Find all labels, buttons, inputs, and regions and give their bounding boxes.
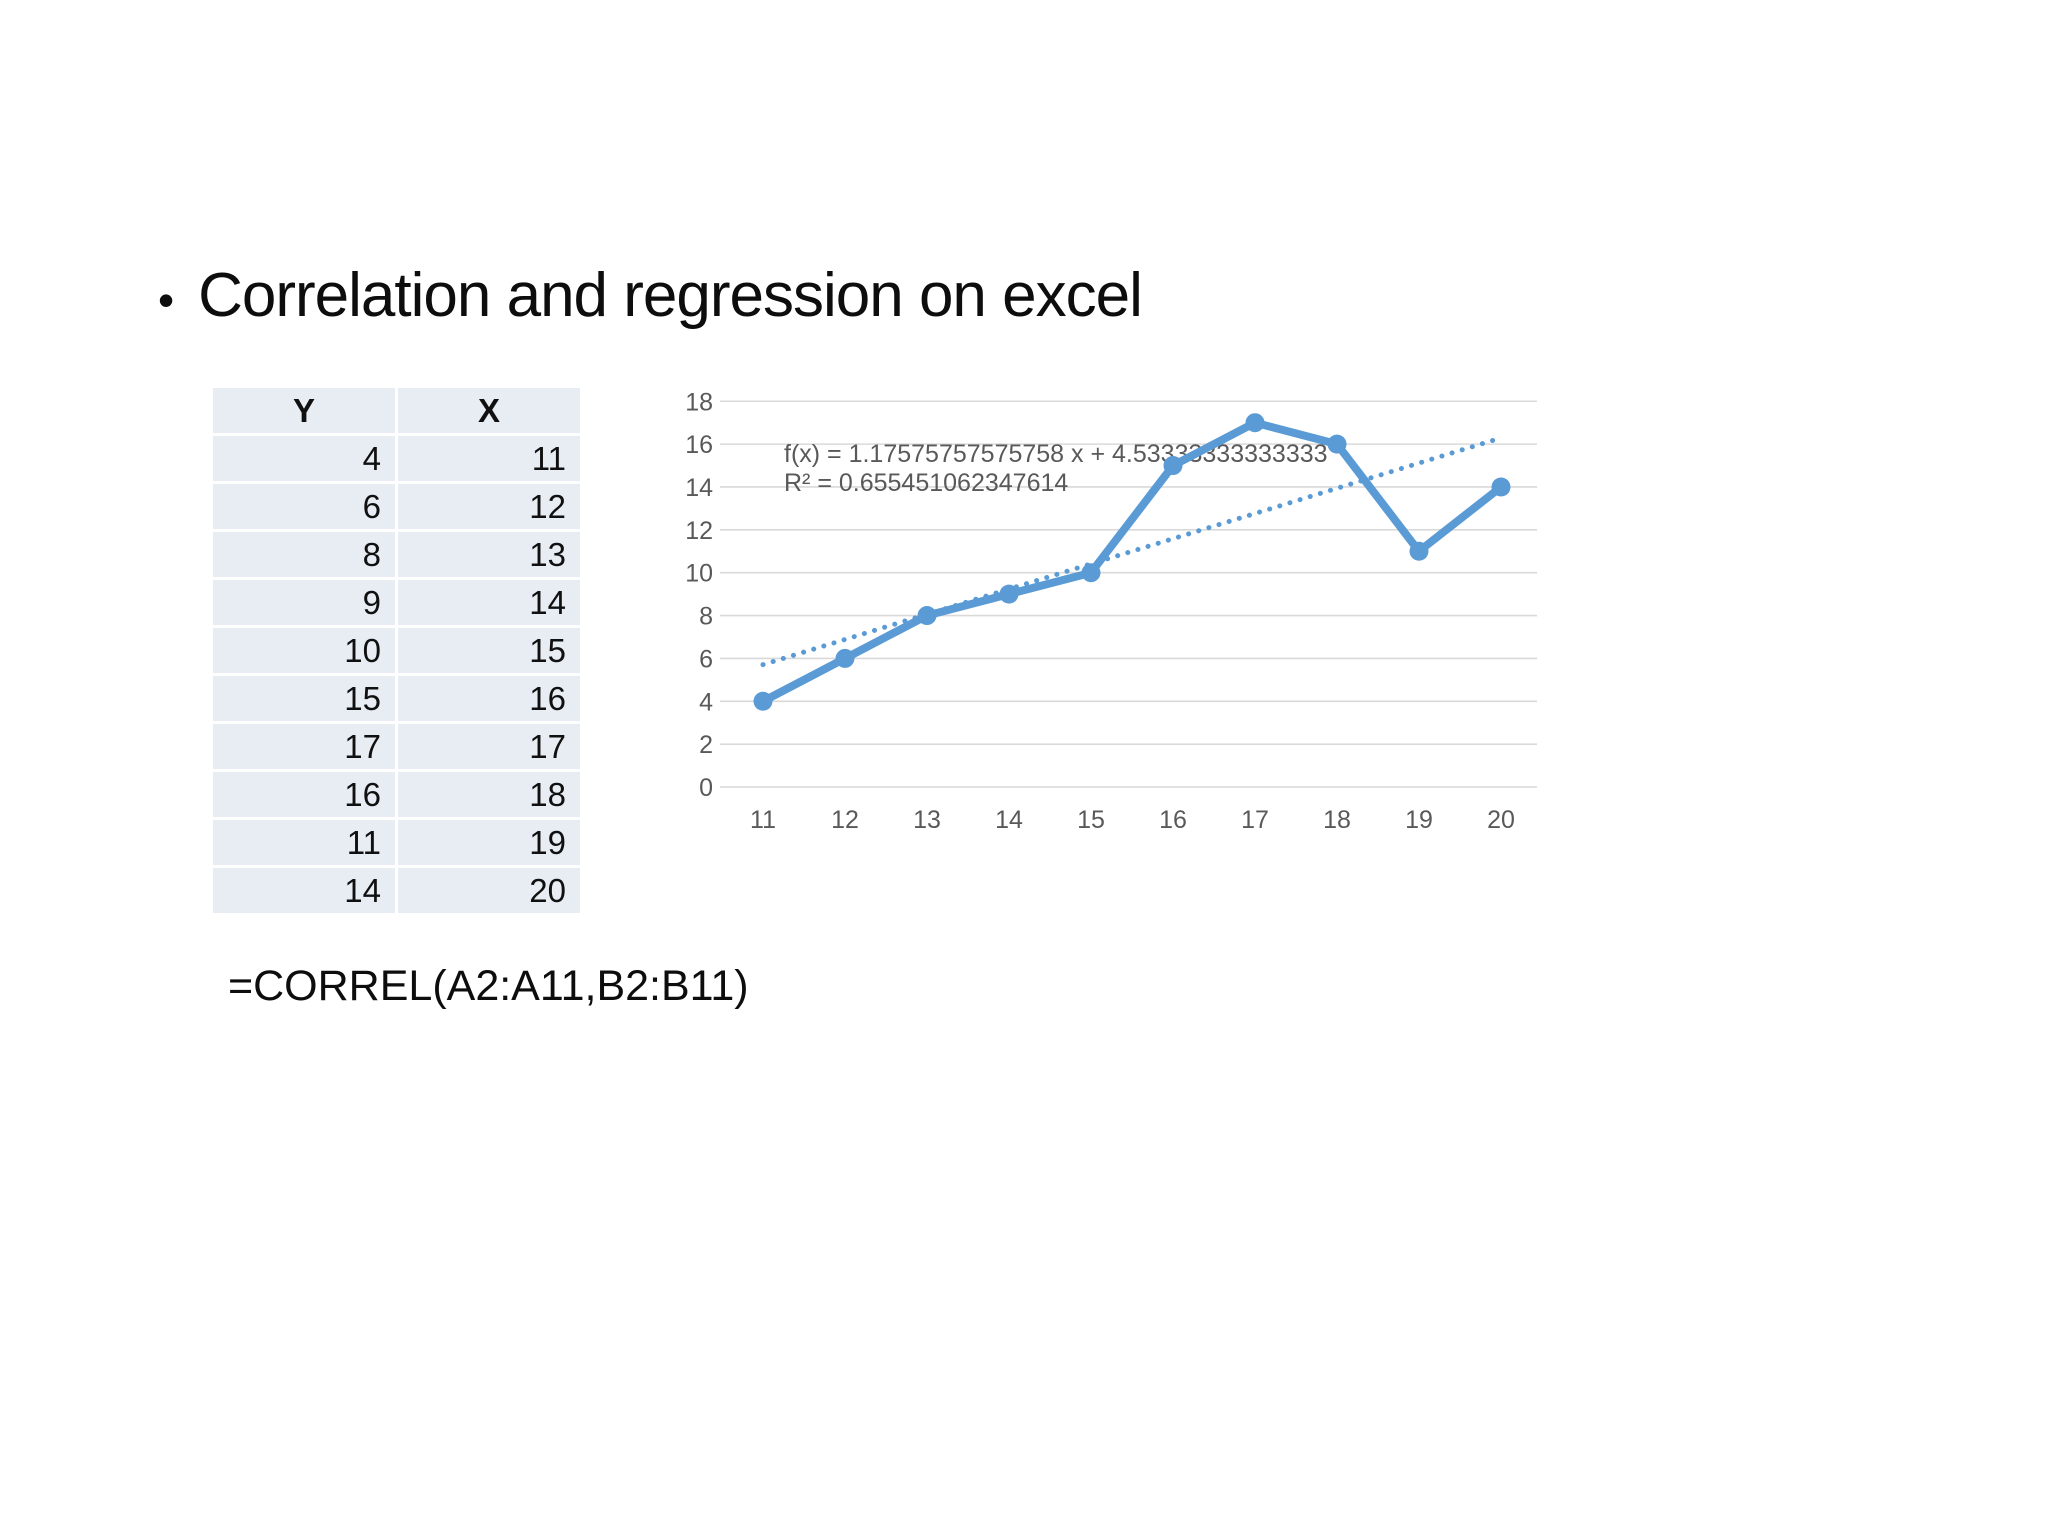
x-cell: 14 bbox=[398, 580, 580, 625]
data-point-marker bbox=[1245, 413, 1265, 433]
table-body: 4 11 6 12 8 13 9 14 10 15 15 16 17 17 16 18 11 19 14 20 bbox=[213, 436, 580, 913]
y-cell: 9 bbox=[213, 580, 395, 625]
table-row: 11 19 bbox=[213, 820, 580, 865]
y-tick-label: 14 bbox=[685, 474, 713, 502]
x-tick-label: 14 bbox=[995, 806, 1023, 834]
y-cell: 8 bbox=[213, 532, 395, 577]
col-header-x: X bbox=[398, 388, 580, 433]
data-point-marker bbox=[1327, 434, 1347, 454]
y-cell: 11 bbox=[213, 820, 395, 865]
data-table: Y X 4 11 6 12 8 13 9 14 10 15 15 16 17 17 16 18 11 19 14 20 bbox=[210, 385, 583, 916]
x-cell: 12 bbox=[398, 484, 580, 529]
x-tick-label: 19 bbox=[1405, 806, 1433, 834]
x-cell: 13 bbox=[398, 532, 580, 577]
data-point-marker bbox=[835, 648, 855, 668]
data-point-marker bbox=[1081, 563, 1101, 583]
y-tick-label: 6 bbox=[699, 645, 713, 673]
table-header-row: Y X bbox=[213, 388, 580, 433]
x-tick-label: 17 bbox=[1241, 806, 1269, 834]
y-tick-label: 12 bbox=[685, 517, 713, 545]
table-row: 17 17 bbox=[213, 724, 580, 769]
y-cell: 17 bbox=[213, 724, 395, 769]
x-tick-label: 13 bbox=[913, 806, 941, 834]
x-tick-label: 11 bbox=[750, 806, 776, 834]
data-point-marker bbox=[753, 691, 773, 711]
y-tick-label: 8 bbox=[699, 603, 713, 631]
table-row: 15 16 bbox=[213, 676, 580, 721]
data-point-marker bbox=[1491, 477, 1511, 497]
data-series-line bbox=[759, 418, 1505, 706]
table-row: 10 15 bbox=[213, 628, 580, 673]
y-tick-label: 4 bbox=[699, 688, 713, 716]
y-cell: 14 bbox=[213, 868, 395, 913]
data-point-marker bbox=[1163, 456, 1183, 476]
col-header-y: Y bbox=[213, 388, 395, 433]
trendline bbox=[760, 435, 1504, 668]
data-point-marker bbox=[999, 584, 1019, 604]
y-tick-label: 2 bbox=[699, 731, 713, 759]
x-cell: 11 bbox=[398, 436, 580, 481]
x-cell: 20 bbox=[398, 868, 580, 913]
y-cell: 15 bbox=[213, 676, 395, 721]
y-cell: 6 bbox=[213, 484, 395, 529]
correl-formula: =CORREL(A2:A11,B2:B11) bbox=[228, 962, 749, 1010]
y-cell: 10 bbox=[213, 628, 395, 673]
page-title: Correlation and regression on excel bbox=[198, 261, 1143, 330]
y-tick-label: 0 bbox=[699, 774, 713, 802]
table-row: 16 18 bbox=[213, 772, 580, 817]
table-row: 14 20 bbox=[213, 868, 580, 913]
y-cell: 16 bbox=[213, 772, 395, 817]
data-point-marker bbox=[917, 606, 937, 626]
x-tick-label: 20 bbox=[1487, 806, 1515, 834]
x-cell: 17 bbox=[398, 724, 580, 769]
bullet-icon: • bbox=[158, 274, 175, 327]
y-cell: 4 bbox=[213, 436, 395, 481]
x-cell: 19 bbox=[398, 820, 580, 865]
line-chart: 0 2 4 6 8 10 12 14 16 18 11 12 13 14 15 16 17 18 19 20 f(x) … bbox=[685, 388, 1537, 834]
x-tick-label: 16 bbox=[1159, 806, 1187, 834]
table-row: 8 13 bbox=[213, 532, 580, 577]
data-point-marker bbox=[1409, 541, 1429, 561]
y-tick-label: 16 bbox=[685, 431, 713, 459]
y-tick-label: 18 bbox=[685, 388, 713, 416]
x-cell: 18 bbox=[398, 772, 580, 817]
x-cell: 15 bbox=[398, 628, 580, 673]
table-row: 4 11 bbox=[213, 436, 580, 481]
table-row: 9 14 bbox=[213, 580, 580, 625]
x-tick-label: 18 bbox=[1323, 806, 1351, 834]
r-squared-label: R² = 0.655451062347614 bbox=[784, 469, 1068, 497]
x-cell: 16 bbox=[398, 676, 580, 721]
x-tick-label: 12 bbox=[831, 806, 859, 834]
y-tick-label: 10 bbox=[685, 560, 713, 588]
table-row: 6 12 bbox=[213, 484, 580, 529]
slide-title-row: • Correlation and regression on excel bbox=[158, 261, 1143, 330]
x-tick-label: 15 bbox=[1077, 806, 1105, 834]
trendline-equation: f(x) = 1.17575757575758 x + 4.5333333333… bbox=[784, 440, 1328, 468]
